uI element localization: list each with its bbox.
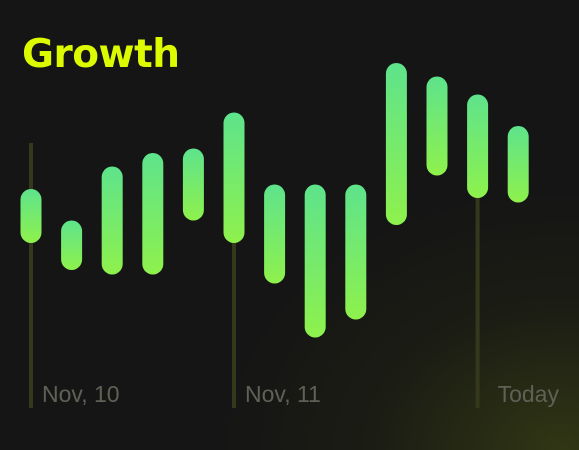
range-bar [20, 189, 42, 243]
x-tick-label: Nov, 10 [42, 381, 120, 407]
x-tick-label: Today [498, 381, 560, 407]
range-bar [426, 76, 448, 176]
range-bar [264, 184, 286, 284]
range-bar [142, 153, 164, 275]
tick-dividers [29, 143, 480, 408]
range-bar [304, 184, 326, 338]
range-bar [182, 148, 204, 221]
range-bar [101, 166, 123, 275]
range-bar [223, 112, 245, 243]
x-tick-labels: Nov, 10 Nov, 11 Today [42, 381, 559, 407]
chart-title: Growth [22, 32, 180, 77]
range-bar [467, 94, 489, 198]
range-bar [385, 63, 407, 225]
range-bars [20, 63, 529, 338]
range-bar [507, 126, 529, 203]
x-tick-label: Nov, 11 [245, 381, 321, 407]
range-bar [61, 220, 83, 270]
range-bar [345, 184, 367, 320]
